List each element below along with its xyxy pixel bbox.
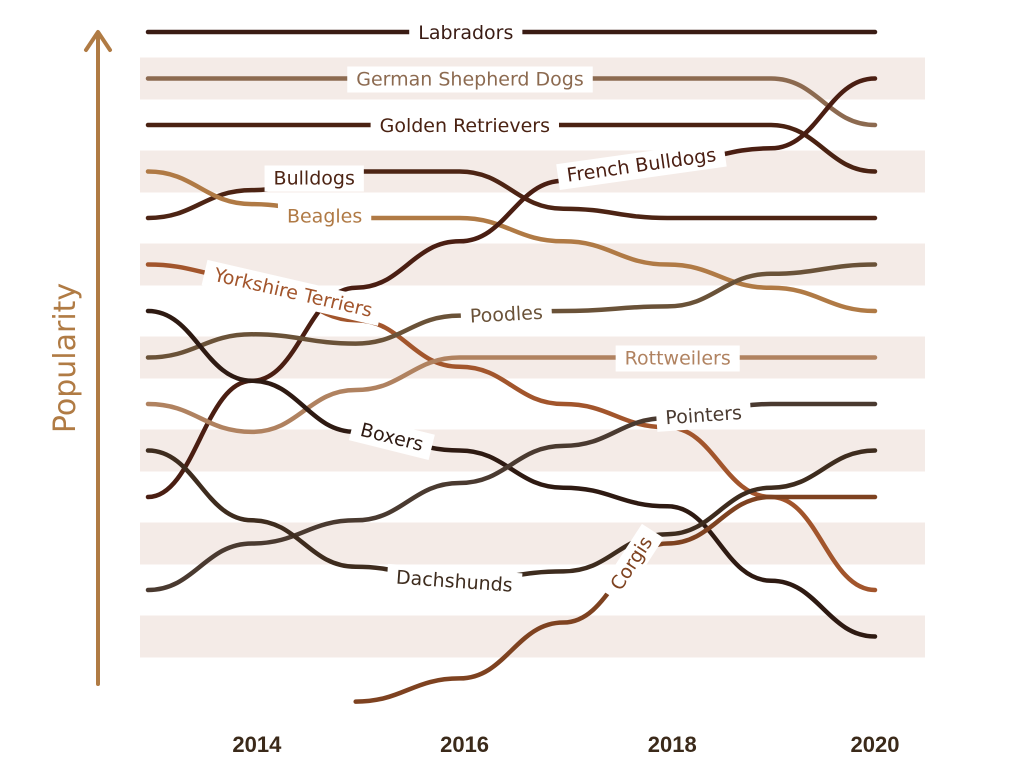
series-label-pointers: Pointers [655, 399, 752, 432]
series-line-rottweilers [145, 355, 878, 435]
x-tick-2014: 2014 [232, 732, 282, 757]
series-line-pointers [145, 401, 878, 593]
series-label-halo-golden-retrievers [370, 113, 559, 139]
series-label-poodles: Poodles [460, 299, 553, 331]
y-axis-label: Popularity [48, 283, 83, 433]
series-label-text-bulldogs: Bulldogs [274, 168, 355, 190]
band-rank-14 [140, 615, 925, 658]
series-label-halo-dachshunds [386, 563, 523, 600]
series-label-bulldogs: Bulldogs [264, 165, 364, 192]
series-label-text-poodles: Poodles [469, 302, 543, 328]
x-axis-ticks: 2014 2016 2018 2020 [232, 732, 899, 757]
series-line-bulldogs [145, 169, 878, 221]
y-axis-arrowhead [84, 30, 112, 52]
x-tick-2018: 2018 [648, 732, 697, 757]
series-label-halo-yorkshire-terriers [201, 259, 384, 326]
series-label-rottweilers: Rottweilers [615, 345, 740, 372]
series-label-text-golden-retrievers: Golden Retrievers [380, 115, 550, 137]
series-label-text-rottweilers: Rottweilers [625, 348, 731, 370]
series-label-dachshunds: Dachshunds [386, 563, 523, 600]
x-tick-2020: 2020 [851, 732, 900, 757]
series-label-text-labradors: Labradors [418, 22, 513, 44]
series-label-text-beagles: Beagles [287, 206, 362, 228]
band-rank-4 [140, 150, 925, 193]
series-label-text-pointers: Pointers [665, 402, 743, 429]
series-label-german-shepherd-dogs: German Shepherd Dogs [347, 66, 593, 93]
series-label-halo-boxers [348, 414, 435, 461]
series-label-golden-retrievers: Golden Retrievers [370, 113, 559, 139]
series-lines: Labradors German Shepherd Dogs Golden Retr… [145, 20, 878, 704]
series-line-boxers [145, 308, 878, 639]
series-label-text-dachshunds: Dachshunds [395, 567, 513, 597]
series-label-halo-labradors [409, 20, 523, 46]
series-label-labradors: Labradors [409, 20, 523, 46]
series-label-halo-rottweilers [615, 345, 740, 372]
y-axis: Popularity [48, 30, 112, 686]
series-label-halo-corgis [599, 523, 664, 604]
series-label-beagles: Beagles [277, 203, 372, 230]
series-label-halo-pointers [655, 399, 752, 432]
series-label-halo-poodles [460, 299, 553, 331]
series-line-beagles [145, 169, 878, 314]
series-label-halo-beagles [277, 203, 372, 230]
series-label-halo-bulldogs [264, 165, 364, 192]
x-tick-2016: 2016 [440, 732, 489, 757]
series-label-halo-french-bulldogs [556, 140, 727, 190]
series-label-halo-german-shepherd-dogs [347, 66, 593, 93]
series-label-text-german-shepherd-dogs: German Shepherd Dogs [356, 69, 584, 91]
